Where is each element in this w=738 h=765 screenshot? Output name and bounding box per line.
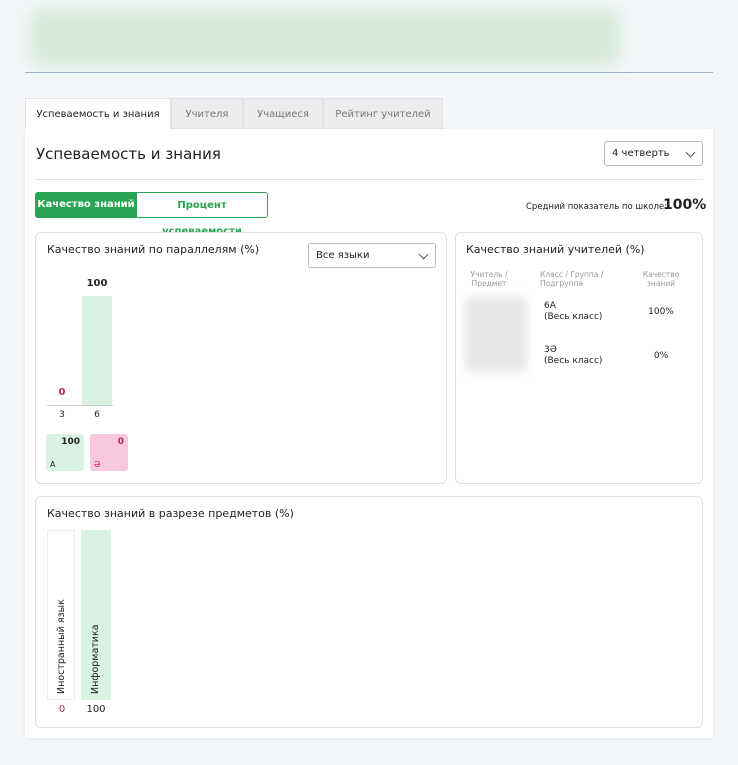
panel-title: Качество знаний учителей (%)	[466, 243, 645, 256]
toggle-button[interactable]: Процент успеваемости	[136, 192, 268, 237]
tab[interactable]: Успеваемость и знания	[25, 98, 171, 129]
separator	[35, 179, 703, 180]
average-label: Средний показатель по школе:	[526, 202, 667, 212]
bar	[81, 530, 111, 700]
language-value: 0	[117, 437, 124, 447]
language-box	[46, 434, 84, 471]
category-label: 6	[94, 410, 100, 420]
class-name: 6А	[544, 301, 556, 311]
category-label: 3	[59, 410, 65, 420]
class-name: 3Ә	[544, 345, 557, 355]
bar	[82, 296, 112, 405]
quality: 0%	[653, 351, 669, 361]
tab[interactable]: Рейтинг учителей	[323, 98, 443, 129]
language-value: 100	[61, 437, 80, 447]
language-box	[90, 434, 128, 471]
bar-value: 100	[86, 278, 108, 289]
quarter-select[interactable]: 4 четверть	[604, 141, 703, 166]
blurred-header	[30, 8, 620, 66]
tab[interactable]: Учащиеся	[243, 98, 323, 129]
baseline	[47, 405, 113, 406]
bar-value: 0	[58, 387, 66, 398]
panel-title: Качество знаний по параллелям (%)	[47, 243, 260, 256]
column-header: Класс / Группа / Подгруппа	[540, 270, 604, 288]
column-header: Качество знаний	[642, 270, 680, 288]
subject-label: Иностранный язык	[56, 599, 67, 694]
section-title: Успеваемость и знания	[36, 145, 221, 163]
panel-title: Качество знаний в разрезе предметов (%)	[47, 507, 294, 520]
average-value: 100%	[663, 197, 707, 213]
language-name: А	[50, 460, 56, 469]
language-select[interactable]: Все языки	[308, 243, 436, 268]
tab[interactable]: Учителя	[171, 98, 243, 129]
column-header: Учитель / Предмет	[470, 270, 508, 288]
group-name: (Весь класс)	[544, 312, 603, 322]
toggle-button[interactable]: Качество знаний	[35, 192, 137, 218]
column-frame	[47, 530, 75, 700]
divider	[25, 72, 713, 73]
group-name: (Весь класс)	[544, 356, 603, 366]
subject-label: Информатика	[90, 624, 101, 694]
quality: 100%	[648, 307, 674, 317]
subjects-panel	[35, 496, 703, 728]
bar-value: 100	[86, 704, 106, 715]
language-name: Ә	[94, 460, 101, 469]
bar-value: 0	[58, 704, 66, 715]
blurred-teacher	[465, 297, 527, 371]
